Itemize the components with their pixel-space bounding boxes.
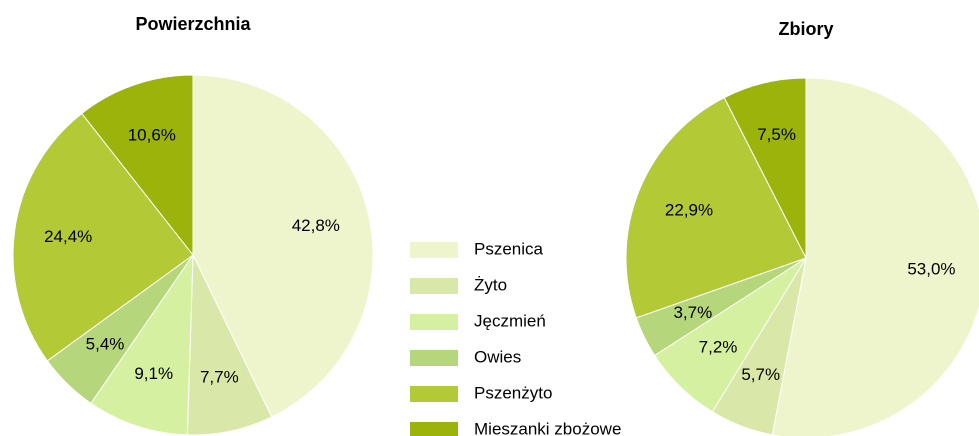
legend-label: Pszenica bbox=[474, 239, 544, 258]
pie-slice bbox=[192, 74, 374, 418]
pie-slice bbox=[771, 77, 979, 436]
data-label: 42,8% bbox=[292, 216, 340, 235]
legend-swatch bbox=[410, 386, 458, 402]
data-label: 7,5% bbox=[757, 125, 796, 144]
legend-label: Jęczmień bbox=[474, 311, 546, 330]
data-label: 3,7% bbox=[673, 303, 712, 322]
data-label: 7,7% bbox=[200, 368, 239, 387]
legend-label: Pszenżyto bbox=[474, 383, 552, 402]
legend-swatch bbox=[410, 422, 458, 436]
legend-label: Mieszanki zbożowe bbox=[474, 419, 621, 436]
legend-swatch bbox=[410, 350, 458, 366]
data-label: 53,0% bbox=[907, 259, 955, 278]
data-label: 7,2% bbox=[699, 338, 738, 357]
legend-swatch bbox=[410, 314, 458, 330]
data-label: 5,7% bbox=[741, 365, 780, 384]
pie-slice bbox=[723, 77, 807, 259]
data-label: 24,4% bbox=[44, 227, 92, 246]
legend-label: Owies bbox=[474, 347, 521, 366]
pie-slice bbox=[12, 112, 194, 362]
data-label: 10,6% bbox=[128, 125, 176, 144]
chart-title: Zbiory bbox=[778, 19, 833, 39]
legend-swatch bbox=[410, 278, 458, 294]
pie-slice bbox=[90, 253, 194, 436]
legend-label: Żyto bbox=[474, 275, 507, 294]
data-label: 22,9% bbox=[665, 201, 713, 220]
pie-slice bbox=[81, 74, 194, 257]
chart-title: Powierzchnia bbox=[135, 14, 251, 34]
data-label: 5,4% bbox=[86, 335, 125, 354]
data-label: 9,1% bbox=[134, 364, 173, 383]
legend-swatch bbox=[410, 242, 458, 258]
pie-slice bbox=[625, 96, 807, 319]
